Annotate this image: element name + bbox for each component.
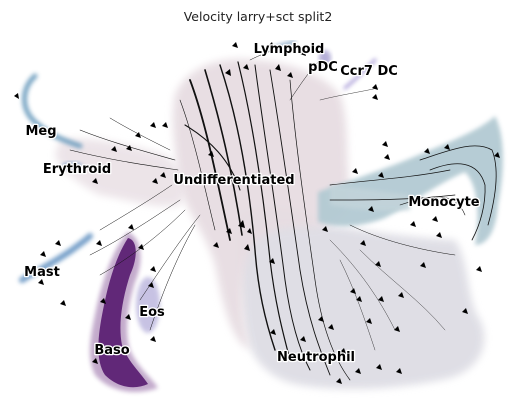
label-ccr7dc: Ccr7 DC bbox=[340, 64, 398, 79]
cluster-labels: Lymphoid pDC Ccr7 DC Meg Erythroid Undif… bbox=[23, 41, 481, 367]
cluster-erythroid-cloud bbox=[62, 162, 82, 170]
label-mast: Mast bbox=[24, 265, 60, 280]
cluster-baso-halo bbox=[89, 232, 158, 392]
label-monocyte: Monocyte bbox=[408, 195, 479, 210]
label-baso: Baso bbox=[94, 343, 129, 358]
cluster-meg-cloud bbox=[22, 73, 83, 149]
cluster-monocyte-tail bbox=[330, 185, 410, 211]
cell-clouds bbox=[19, 40, 503, 392]
label-erythroid: Erythroid bbox=[43, 162, 111, 177]
cluster-lymphoid-cloud bbox=[268, 40, 296, 52]
label-eos: Eos bbox=[139, 305, 165, 320]
velocity-arrowheads bbox=[14, 42, 500, 384]
label-neutrophil: Neutrophil bbox=[277, 350, 355, 365]
label-meg: Meg bbox=[25, 124, 56, 139]
cluster-pdc-cloud bbox=[319, 50, 331, 66]
cluster-neutrophil-cloud bbox=[238, 207, 485, 390]
cluster-undifferentiated-cloud-left bbox=[55, 138, 185, 207]
label-pdc: pDC bbox=[308, 60, 338, 75]
figure-title: Velocity larry+sct split2 bbox=[184, 9, 333, 24]
cluster-ccr7dc-cloud bbox=[343, 58, 377, 90]
cluster-undifferentiated-cloud bbox=[172, 59, 351, 350]
label-undifferentiated: Undifferentiated bbox=[173, 173, 294, 188]
label-lymphoid: Lymphoid bbox=[254, 42, 325, 57]
cluster-mast-cloud bbox=[19, 233, 93, 283]
velocity-streamlines bbox=[69, 46, 497, 381]
